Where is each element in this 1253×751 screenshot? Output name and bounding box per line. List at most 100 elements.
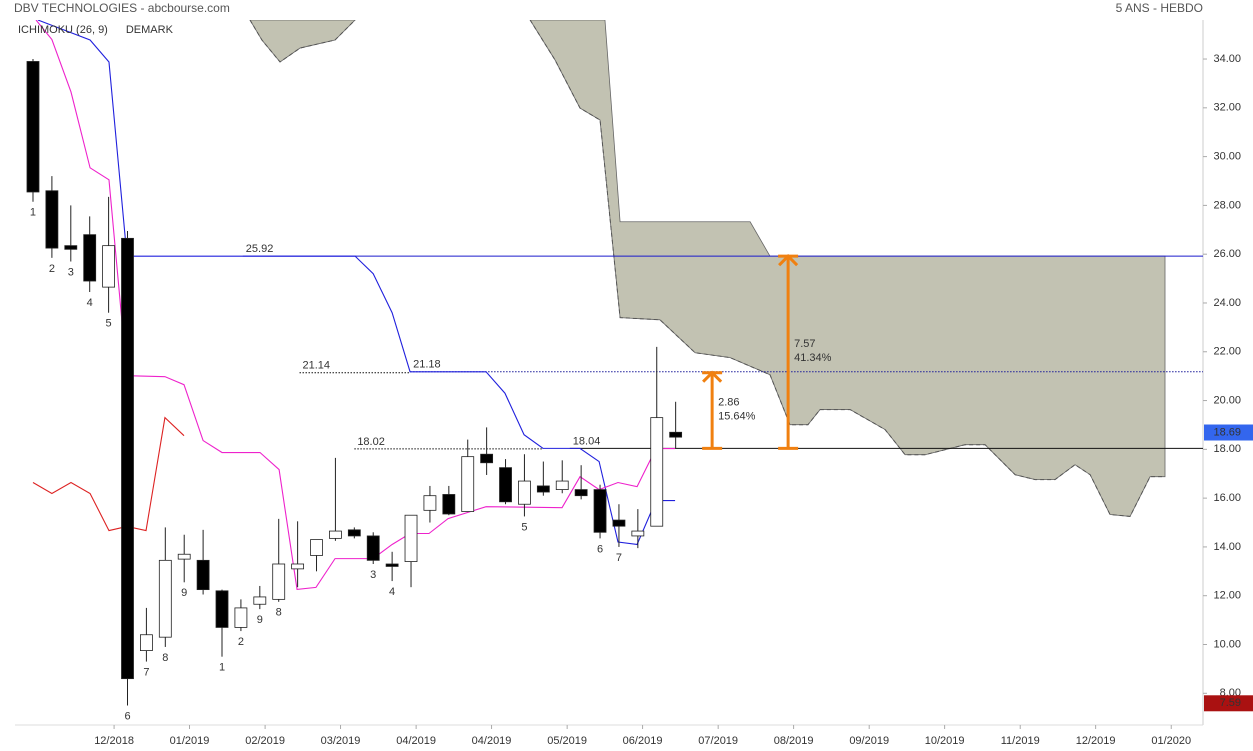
candle-body (140, 634, 153, 651)
cloud-edge (529, 20, 1166, 517)
y-tick-label: 14.00 (1213, 541, 1241, 553)
candle-body (121, 237, 134, 680)
demark-count: 1 (30, 207, 36, 219)
level-label: 25.92 (246, 243, 274, 255)
demark-count: 3 (370, 569, 376, 581)
candle-body (83, 234, 97, 282)
arrow-label: 7.57 (794, 338, 815, 350)
y-tick-label: 28.00 (1213, 199, 1241, 211)
candle-body (518, 480, 531, 505)
candle-body (404, 514, 418, 562)
demark-count: 5 (521, 521, 527, 533)
candle-body (158, 559, 172, 638)
demark-count: 3 (68, 266, 74, 278)
y-tick-label: 20.00 (1213, 394, 1241, 406)
x-tick-label: 05/2019 (547, 735, 587, 747)
candle-body (669, 431, 683, 438)
period-label: 5 ANS - HEBDO (1116, 1, 1203, 15)
candle-body (555, 480, 569, 490)
demark-count: 6 (124, 710, 130, 722)
level-label: 21.18 (413, 359, 441, 371)
candle-body (272, 563, 286, 600)
demark-count: 7 (143, 666, 149, 678)
x-tick-label: 03/2019 (321, 735, 361, 747)
candle-body (291, 563, 305, 570)
y-tick-label: 16.00 (1213, 492, 1241, 504)
x-tick-label: 04/2019 (396, 735, 436, 747)
demark-count: 7 (616, 552, 622, 564)
arrow-head (702, 370, 723, 383)
candle-body (177, 553, 191, 560)
demark-count: 9 (257, 614, 263, 626)
candle-body (310, 539, 323, 556)
candle-body (650, 417, 664, 527)
candle-body (593, 489, 607, 533)
level-label: 18.02 (357, 436, 385, 448)
y-tick-label: 10.00 (1213, 638, 1241, 650)
candle-body (499, 467, 512, 503)
x-tick-label: 11/2019 (1001, 735, 1040, 747)
demark-count: 6 (597, 543, 603, 555)
price-marker (1204, 695, 1253, 712)
demark-count: 2 (49, 263, 55, 275)
y-tick-label: 30.00 (1213, 151, 1241, 163)
y-tick-label: 26.00 (1213, 248, 1241, 260)
demark-count: 9 (181, 587, 187, 599)
x-tick-label: 07/2019 (698, 735, 738, 747)
level-label: 21.14 (303, 360, 331, 372)
indicator-line (37, 20, 676, 546)
x-tick-label: 06/2019 (623, 735, 663, 747)
arrow-head (778, 254, 799, 267)
cloud-edge (249, 20, 356, 63)
indicator-label: DEMARK (126, 24, 174, 36)
candle-body (234, 607, 248, 628)
demark-count: 8 (162, 652, 168, 664)
x-tick-label: 04/2019 (472, 735, 512, 747)
candle-body (45, 190, 59, 249)
candle-body (631, 530, 645, 537)
candle-body (461, 456, 475, 512)
candle-body (215, 590, 229, 628)
x-tick-label: 01/2019 (170, 735, 210, 747)
candle-body (366, 535, 380, 561)
candle-body (574, 489, 588, 497)
y-tick-label: 22.00 (1213, 346, 1241, 358)
candle-body (385, 563, 399, 567)
price-marker-label: 18.69 (1213, 426, 1241, 438)
demark-count: 1 (219, 662, 225, 674)
candle-body (423, 495, 437, 511)
price-marker (1204, 424, 1253, 441)
candle-body (253, 596, 267, 605)
y-tick-label: 24.00 (1213, 297, 1241, 309)
candle-body (196, 559, 210, 591)
demark-count: 4 (87, 297, 93, 309)
candle-body (347, 529, 361, 537)
demark-count: 4 (389, 586, 395, 598)
price-marker-label: 7.59 (1220, 697, 1241, 709)
candle-body (480, 453, 494, 464)
candle-body (102, 245, 116, 288)
chart-title: DBV TECHNOLOGIES - abcbourse.com (14, 1, 230, 15)
x-tick-label: 02/2019 (245, 735, 285, 747)
ichimoku-cloud (249, 20, 356, 63)
demark-count: 2 (238, 636, 244, 648)
x-tick-label: 12/2018 (94, 735, 134, 747)
indicator-label: ICHIMOKU (26, 9) (18, 24, 108, 36)
x-tick-label: 01/2020 (1151, 735, 1191, 747)
candle-body (612, 519, 626, 527)
x-tick-label: 08/2019 (774, 735, 814, 747)
arrow-label: 41.34% (794, 352, 832, 364)
indicator-line (35, 20, 676, 590)
demark-count: 5 (106, 318, 112, 330)
arrow-label: 2.86 (718, 396, 739, 408)
x-tick-label: 09/2019 (849, 735, 889, 747)
candle-body (26, 61, 40, 193)
demark-count: 8 (276, 607, 282, 619)
x-tick-label: 10/2019 (925, 735, 965, 747)
level-label: 18.04 (573, 435, 601, 447)
candle-body (64, 245, 78, 250)
candle-body (329, 530, 342, 539)
y-tick-label: 34.00 (1213, 53, 1241, 65)
candle-body (442, 494, 456, 515)
